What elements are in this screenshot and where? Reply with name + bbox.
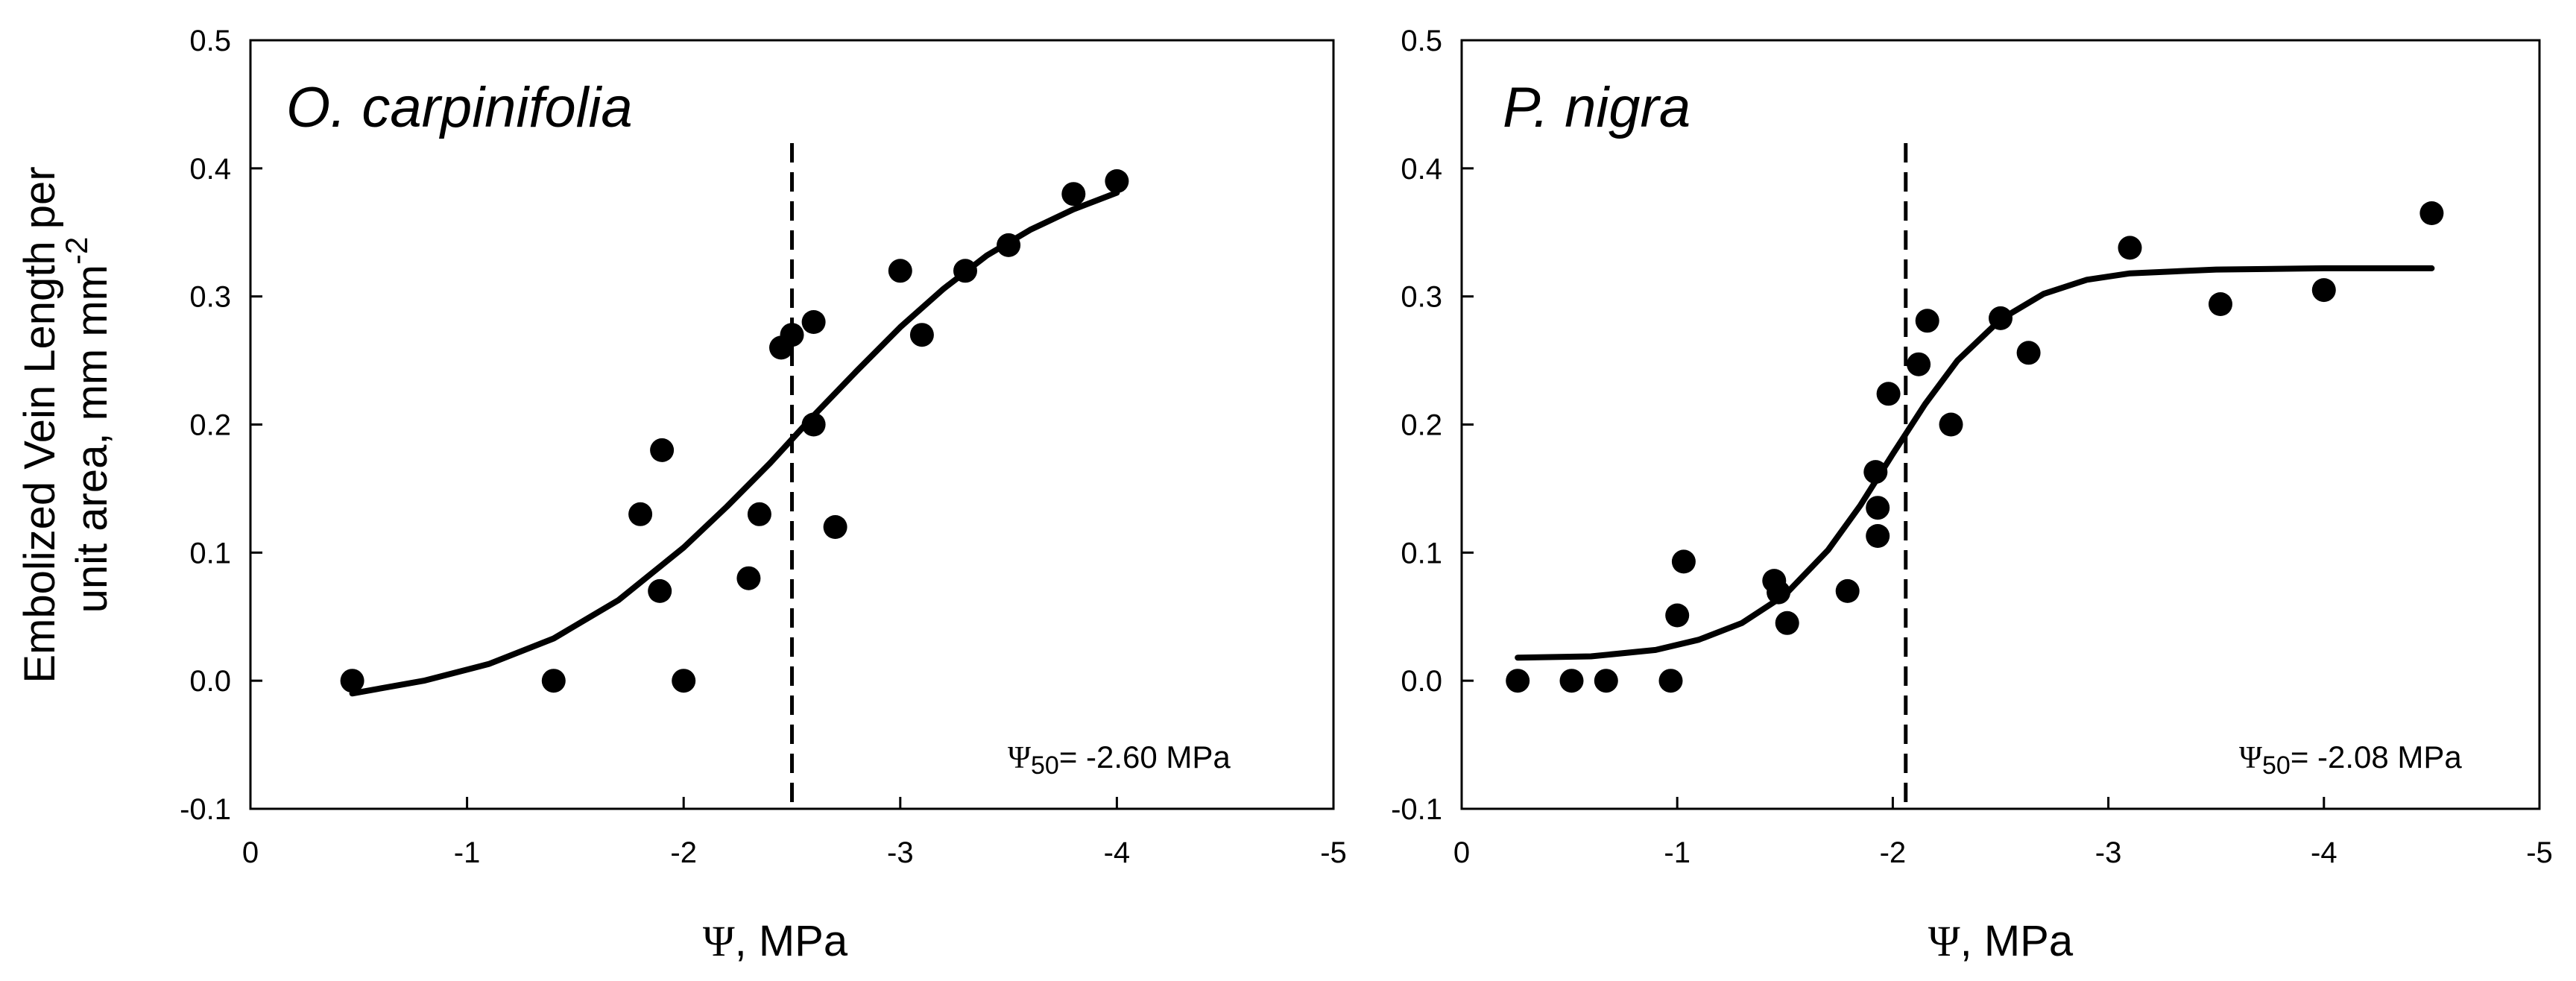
data-point [1915,309,1939,333]
y-tick-label: 0.2 [1401,409,1442,442]
y-tick-label: 0.1 [1401,537,1442,570]
data-point [801,412,826,437]
x-tick-label: 0 [242,836,259,869]
y-axis-title-superscript: -2 [59,237,94,265]
data-point [1559,669,1584,693]
psi50-subscript: 50 [2262,751,2291,780]
x-tick-label: -1 [454,836,481,869]
y-tick-label: 0.5 [1401,25,1442,57]
y-tick-label: -0.1 [180,793,231,826]
data-point [1665,603,1690,628]
y-tick-label: 0.4 [1401,153,1442,186]
y-tick-label: 0.2 [189,409,231,442]
y-tick-label: -0.1 [1391,793,1442,826]
y-tick-label: 0.3 [189,281,231,314]
data-point [1105,169,1129,193]
data-point [1863,460,1888,485]
y-tick-label: 0.4 [189,153,231,186]
data-point [2419,201,2444,225]
x-tick-label: -5 [1320,836,1347,869]
x-tick-label: -4 [1104,836,1131,869]
data-point [909,323,934,347]
x-axis-title: Ψ, MPa [1928,917,2074,965]
data-point [997,233,1021,257]
y-axis-ticks: -0.1 0.0 0.1 0.2 0.3 0.4 0.5 [1391,25,1474,826]
data-point [2118,236,2142,260]
data-point [747,502,771,526]
y-axis-title: Embolized Vein Length per unit area, mm … [16,166,116,683]
data-point [650,438,675,462]
data-point [541,669,566,693]
data-point [1907,352,1931,376]
psi50-annotation: Ψ50= -2.60 MPa [1008,739,1231,780]
data-point [1876,382,1901,406]
psi50-annotation: Ψ50= -2.08 MPa [2239,739,2462,780]
y-tick-label: 0.3 [1401,281,1442,314]
x-tick-label: -3 [887,836,914,869]
data-point [1866,524,1890,548]
data-point [1866,496,1890,520]
data-point [1594,669,1618,693]
data-point [888,259,912,283]
psi50-symbol: Ψ [2239,741,2262,775]
data-point [2016,341,2041,365]
y-axis-ticks: -0.1 0.0 0.1 0.2 0.3 0.4 0.5 [180,25,262,826]
data-point [953,259,977,283]
data-point [672,669,696,693]
data-point [340,669,364,693]
y-axis-title-unit: unit area, mm mm [68,265,116,613]
x-tick-label: -5 [2526,836,2553,869]
species-label: O. carpinifolia [286,76,633,139]
data-point [780,323,804,347]
data-point [648,578,672,603]
data-point [1506,669,1530,693]
y-tick-label: 0.5 [189,25,231,57]
panel-p-nigra: -0.1 0.0 0.1 0.2 0.3 0.4 0.5 0 -1 -2 -3 -4 -5 P. ni… [1391,25,2553,965]
x-axis-ticks: 0 -1 -2 -3 -4 -5 [1453,797,2553,869]
y-tick-label: 0.0 [189,665,231,698]
x-tick-label: -2 [670,836,697,869]
data-point [736,566,761,590]
data-point [1835,578,1860,603]
y-axis-title-line2: unit area, mm mm-2 [59,237,116,613]
x-tick-label: -4 [2311,836,2337,869]
data-point [1939,412,1963,437]
data-point [823,515,847,539]
psi50-value: = -2.60 MPa [1059,739,1231,775]
data-point [1767,580,1791,605]
fit-curve [1515,265,2435,661]
x-axis-title: Ψ, MPa [703,917,848,965]
data-point [1989,306,2012,330]
data-point [1775,611,1799,635]
y-tick-label: 0.0 [1401,665,1442,698]
plot-frame [1460,39,2541,810]
data-marks [1506,143,2444,809]
panel-o-carpinifolia: -0.1 0.0 0.1 0.2 0.3 0.4 0.5 0 -1 -2 -3 -4 -5 O. ca… [16,25,1347,965]
psi50-subscript: 50 [1031,751,1059,780]
data-marks [340,143,1129,809]
x-axis-psi: Ψ [703,917,735,965]
species-label: P. nigra [1503,76,1690,139]
data-point [2209,292,2232,316]
psi50-value: = -2.08 MPa [2291,739,2463,775]
y-axis-title-line1: Embolized Vein Length per [16,166,64,683]
y-tick-label: 0.1 [189,537,231,570]
data-point [2311,278,2336,303]
data-point [1061,182,1086,206]
data-point [1671,549,1696,574]
x-tick-label: -1 [1664,836,1690,869]
x-tick-label: -3 [2095,836,2122,869]
x-tick-label: 0 [1453,836,1470,869]
psi50-symbol: Ψ [1008,741,1031,775]
fit-curve [349,189,1120,697]
x-axis-unit: , MPa [1960,917,2074,965]
x-axis-psi: Ψ [1928,917,1960,965]
x-tick-label: -2 [1880,836,1907,869]
x-axis-ticks: 0 -1 -2 -3 -4 -5 [242,797,1347,869]
data-point [801,310,826,334]
data-point [628,502,653,526]
data-point [1658,669,1683,693]
x-axis-unit: , MPa [735,917,848,965]
